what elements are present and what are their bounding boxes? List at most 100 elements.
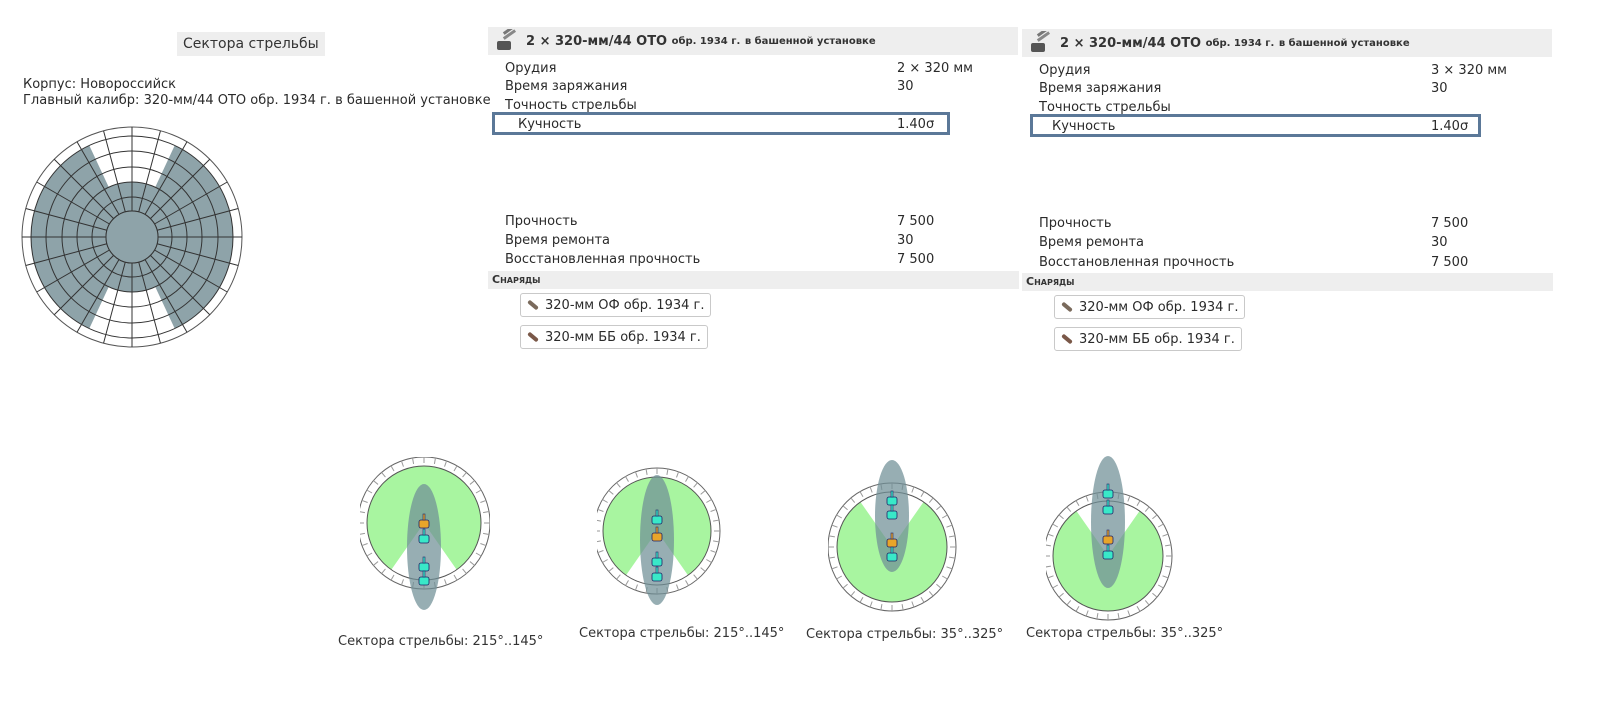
turret-diagram-1 bbox=[360, 457, 490, 610]
turret-barrel bbox=[890, 490, 894, 498]
selected-turret-icon bbox=[1102, 529, 1114, 545]
turret-tick bbox=[1144, 600, 1150, 606]
shell-ap-button[interactable]: 320-мм ББ обр. 1934 г. bbox=[520, 325, 708, 349]
turret-body bbox=[1102, 505, 1114, 515]
turret-icon bbox=[1102, 499, 1114, 515]
stat-row-guns: Орудия 3 × 320 мм bbox=[1039, 63, 1507, 78]
ship-silhouette bbox=[1091, 456, 1125, 588]
turret-tick bbox=[412, 457, 415, 464]
shell-ap-button[interactable]: 320-мм ББ обр. 1934 г. bbox=[1054, 327, 1242, 351]
turret-body bbox=[1102, 550, 1114, 560]
stat-row-reload: Время заряжания 30 bbox=[1039, 81, 1448, 96]
turret-tick bbox=[645, 468, 648, 475]
shell-he-button[interactable]: 320-мм ОФ обр. 1934 г. bbox=[1054, 295, 1246, 319]
turret-tick bbox=[1052, 523, 1059, 528]
turret-diagram-3 bbox=[828, 460, 957, 612]
turret-tick bbox=[360, 532, 365, 535]
turret-tick bbox=[361, 543, 368, 547]
panel-title: 2 × 320-мм/44 ОТО bbox=[1060, 35, 1202, 51]
panel-header: 2 × 320-мм/44 ОТО обр. 1934 г. в башенно… bbox=[488, 27, 1018, 55]
turret-tick bbox=[616, 574, 621, 580]
turret-tick bbox=[1075, 605, 1080, 612]
turret-tick bbox=[836, 514, 843, 519]
center-disc bbox=[105, 210, 159, 264]
turret-tick bbox=[1157, 523, 1164, 528]
turret-tick bbox=[831, 566, 838, 570]
turret-barrel bbox=[1106, 544, 1110, 552]
panel-title-suffix: в башенной установке bbox=[744, 35, 876, 47]
turret-body bbox=[886, 496, 898, 506]
turret-tick bbox=[597, 540, 601, 543]
turret-tick bbox=[1075, 500, 1080, 507]
turret-body bbox=[418, 534, 430, 544]
turret-tick bbox=[706, 499, 712, 503]
stat-row-accuracy: Точность стрельбы bbox=[505, 98, 637, 113]
turret-tick bbox=[1058, 592, 1064, 598]
turret-icon bbox=[651, 566, 663, 582]
panel-title-year: обр. 1934 г. bbox=[671, 35, 741, 47]
turret-tick bbox=[869, 486, 873, 493]
stat-row-repair: Время ремонта 30 bbox=[1039, 235, 1448, 250]
turret-icon bbox=[418, 570, 430, 586]
turret-tick bbox=[597, 519, 601, 522]
turret-icon bbox=[886, 546, 898, 562]
turret-tick bbox=[831, 524, 838, 528]
turret-body bbox=[886, 538, 898, 548]
panel-title: 2 × 320-мм/44 ОТО bbox=[526, 33, 668, 49]
turret-tick bbox=[901, 604, 904, 611]
turret-tick bbox=[1144, 506, 1150, 512]
turret-tick bbox=[453, 574, 458, 581]
turret-tick bbox=[936, 583, 942, 589]
turret-tick bbox=[1047, 575, 1054, 579]
turret-tick bbox=[625, 476, 629, 482]
turret-tick bbox=[1047, 533, 1054, 537]
turret-tick bbox=[676, 471, 680, 478]
shell-icon bbox=[527, 332, 539, 342]
turret-tick bbox=[920, 596, 925, 603]
turret-icon bbox=[1102, 544, 1114, 560]
turret-body bbox=[651, 532, 663, 542]
turret-tick bbox=[936, 505, 942, 511]
turret-tick bbox=[1162, 533, 1169, 537]
turret-body bbox=[1102, 489, 1114, 499]
turret-tick bbox=[949, 556, 956, 559]
turret-tick bbox=[373, 480, 379, 485]
stat-row-accuracy: Точность стрельбы bbox=[1039, 100, 1171, 115]
turret-tick bbox=[1046, 544, 1051, 547]
turret-tick bbox=[1165, 565, 1172, 568]
shell-icon bbox=[1061, 302, 1073, 312]
ship-silhouette bbox=[407, 484, 441, 610]
turret-tick bbox=[880, 604, 883, 611]
turret-body bbox=[1102, 535, 1114, 545]
shells-section-header: Снаряды bbox=[1022, 273, 1553, 291]
turret-tick bbox=[597, 550, 604, 554]
turret-tick bbox=[597, 508, 604, 512]
grid-ring bbox=[76, 181, 188, 293]
turret-tick bbox=[1152, 592, 1158, 598]
turret-tick bbox=[480, 499, 487, 503]
turret-barrel bbox=[1106, 529, 1110, 537]
turret-tick bbox=[920, 491, 925, 498]
turret-tick bbox=[911, 601, 915, 608]
turret-tick bbox=[483, 532, 490, 535]
turret-tick bbox=[462, 472, 467, 478]
turret-tick bbox=[360, 511, 365, 514]
panel-title-year: обр. 1934 г. bbox=[1205, 37, 1275, 49]
turret-tick bbox=[700, 490, 706, 495]
turret-tick bbox=[400, 579, 404, 586]
turret-tick bbox=[706, 559, 712, 563]
turret-tick bbox=[475, 552, 482, 557]
dispersion-highlight bbox=[1030, 114, 1481, 137]
turret-caption-4: Сектора стрельбы: 35°..325° bbox=[1026, 626, 1224, 641]
shell-he-button[interactable]: 320-мм ОФ обр. 1934 г. bbox=[520, 293, 712, 317]
turret-barrel bbox=[655, 509, 659, 517]
turret-tick bbox=[693, 574, 698, 580]
turret-body bbox=[418, 519, 430, 529]
turret-tick bbox=[1046, 565, 1051, 568]
turret-body bbox=[651, 572, 663, 582]
turret-caption-1: Сектора стрельбы: 215°..145° bbox=[338, 634, 544, 649]
dispersion-highlight bbox=[492, 112, 950, 135]
turret-tick bbox=[480, 543, 487, 547]
turret-tick bbox=[483, 511, 490, 514]
turret-tick bbox=[1165, 544, 1172, 547]
